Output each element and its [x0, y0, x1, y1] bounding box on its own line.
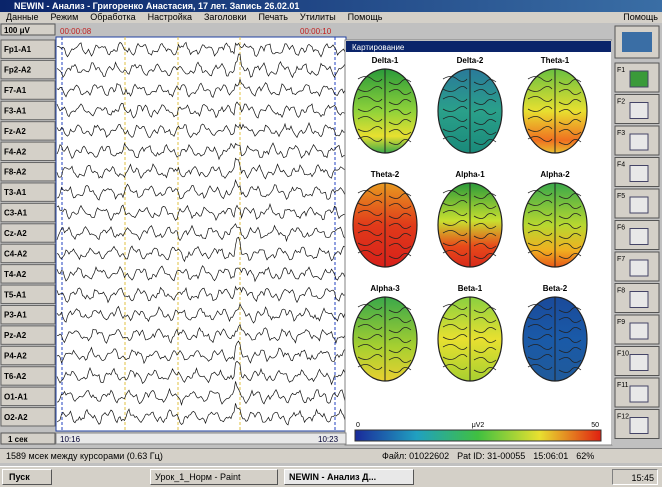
status-file: Файл: 01022602 — [382, 451, 449, 461]
menu-item[interactable]: Настройка — [148, 12, 192, 22]
channel-label: T4-A2 — [4, 270, 27, 279]
clock: 15:45 — [612, 469, 658, 485]
colorbar — [355, 430, 601, 441]
key-icon — [630, 71, 648, 87]
map-label: Alpha-1 — [455, 170, 485, 179]
key-icon — [630, 323, 648, 339]
channel-label: O1-A1 — [4, 392, 28, 401]
channel-label: F8-A2 — [4, 168, 27, 177]
status-cursor: 1589 мсек между курсорами (0.63 Гц) — [0, 449, 382, 464]
menu-item[interactable]: Заголовки — [204, 12, 246, 22]
time-scale: 1 сек — [8, 435, 29, 444]
title-bar: NEWIN - Анализ - Григоренко Анастасия, 1… — [0, 0, 662, 12]
channel-label: C3-A1 — [4, 209, 28, 218]
function-key-label: F5 — [617, 193, 625, 200]
brain-maps: Delta-1 Delta-2 Theta-1 Theta-2 Alpha-1 Alpha… — [353, 56, 587, 381]
channel-label: Fp1-A1 — [4, 45, 32, 54]
key-icon — [630, 260, 648, 276]
status-zoom: 62% — [576, 451, 594, 461]
key-icon — [630, 418, 648, 434]
channel-label: F4-A2 — [4, 147, 27, 156]
map-label: Theta-2 — [371, 170, 400, 179]
menu-bar: Данные Режим Обработка Настройка Заголовки Пе… — [0, 12, 662, 23]
channel-label: O2-A2 — [4, 413, 28, 422]
function-key-label: F2 — [617, 99, 625, 106]
channel-label: Fz-A2 — [4, 127, 26, 136]
map-label: Alpha-2 — [540, 170, 570, 179]
colorbar-min: 0 — [356, 422, 360, 429]
scrollbar — [56, 433, 346, 444]
channel-label: T6-A2 — [4, 372, 27, 381]
function-key-label: F7 — [617, 256, 625, 263]
menu-item[interactable]: Обработка — [90, 12, 135, 22]
start-button[interactable]: Пуск — [2, 469, 52, 485]
channel-label: T3-A1 — [4, 188, 27, 197]
channel-label: Cz-A2 — [4, 229, 27, 238]
menu-item[interactable]: Данные — [6, 12, 39, 22]
task-button[interactable]: NEWIN - Анализ Д... — [284, 469, 414, 485]
colorbar-max: 50 — [591, 422, 599, 429]
map-label: Beta-2 — [543, 284, 568, 293]
function-key-label: F4 — [617, 162, 625, 169]
scale-label: 100 μV — [4, 26, 30, 35]
icon-graphic — [622, 32, 652, 52]
channel-label: F7-A1 — [4, 86, 27, 95]
menu-item[interactable]: Печать — [258, 12, 287, 22]
function-key-label: F9 — [617, 319, 625, 326]
status-bar: 1589 мсек между курсорами (0.63 Гц)Файл:… — [0, 448, 662, 463]
task-button[interactable]: Урок_1_Норм - Paint — [150, 469, 278, 485]
map-label: Beta-1 — [458, 284, 483, 293]
channel-label: Pz-A2 — [4, 331, 27, 340]
key-icon — [630, 134, 648, 150]
channel-label: P4-A2 — [4, 352, 27, 361]
workspace: Delta-1 Delta-2 Theta-1 Theta-2 Alpha-1 Alpha… — [0, 23, 662, 463]
key-icon — [630, 197, 648, 213]
colorbar-unit: μV2 — [472, 422, 485, 429]
channel-label: P3-A1 — [4, 311, 27, 320]
map-label: Theta-1 — [541, 56, 570, 65]
key-icon — [630, 166, 648, 182]
scroll-left: 10:16 — [60, 435, 81, 444]
function-key-label: F10 — [617, 351, 629, 358]
time-start: 00:00:08 — [60, 27, 92, 36]
function-key-label: F8 — [617, 288, 625, 295]
menu-item[interactable]: Помощь — [348, 12, 383, 22]
function-key-label: F6 — [617, 225, 625, 232]
channel-label: F3-A1 — [4, 106, 27, 115]
map-title: Картирование — [352, 43, 405, 52]
channel-label: Fp2-A2 — [4, 66, 32, 75]
screen: NEWIN - Анализ - Григоренко Анастасия, 1… — [0, 0, 662, 487]
channel-label: C4-A2 — [4, 249, 28, 258]
scroll-right: 10:23 — [318, 435, 339, 444]
key-icon — [630, 386, 648, 402]
channel-label: T5-A1 — [4, 290, 27, 299]
function-key-label: F3 — [617, 130, 625, 137]
key-icon — [630, 355, 648, 371]
function-key-label: F11 — [617, 382, 629, 389]
status-time: 15:06:01 — [533, 451, 568, 461]
menu-item[interactable]: Режим — [51, 12, 79, 22]
key-icon — [630, 103, 648, 119]
status-pat: Pat ID: 31-00055 — [457, 451, 525, 461]
time-end: 00:00:10 — [300, 27, 332, 36]
function-key-label: F12 — [617, 414, 629, 421]
map-label: Delta-2 — [457, 56, 484, 65]
map-label: Alpha-3 — [370, 284, 400, 293]
key-icon — [630, 292, 648, 308]
help-menu[interactable]: Помощь — [623, 12, 658, 23]
map-label: Delta-1 — [372, 56, 399, 65]
menu-item[interactable]: Утилиты — [300, 12, 336, 22]
function-key-label: F1 — [617, 67, 625, 74]
key-icon — [630, 229, 648, 245]
